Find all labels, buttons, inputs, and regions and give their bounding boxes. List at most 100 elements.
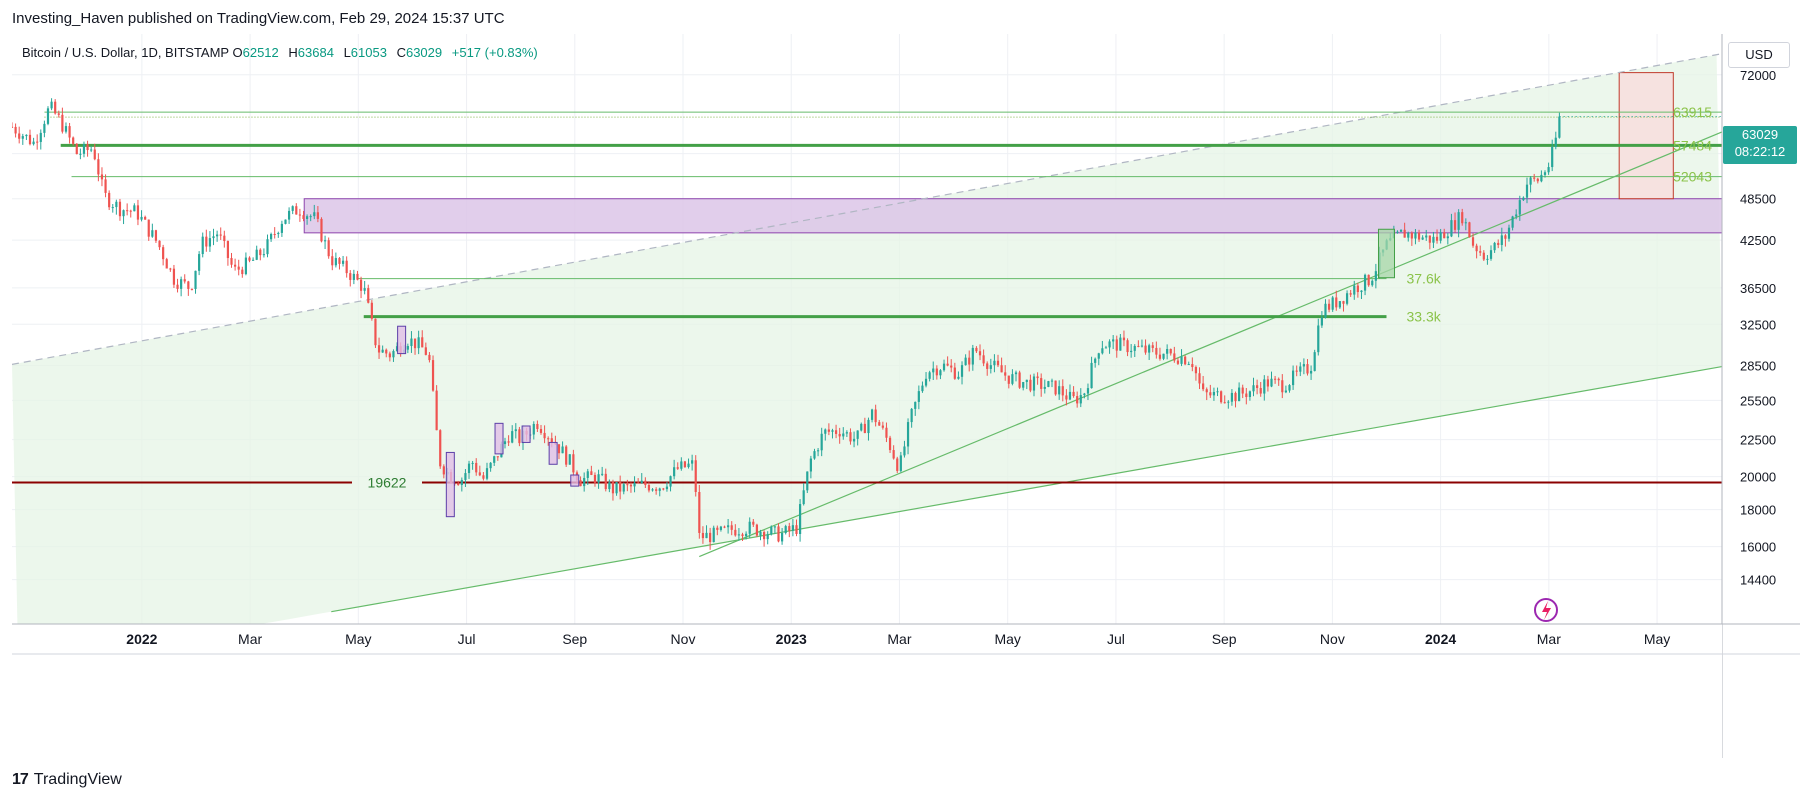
lightning-icon[interactable] <box>1534 598 1558 622</box>
candle-body <box>1083 393 1086 396</box>
currency-button[interactable]: USD <box>1728 42 1790 68</box>
candle-body <box>1345 293 1349 304</box>
candle-body <box>21 136 24 139</box>
candle-body <box>97 159 100 175</box>
candle-body <box>1342 301 1345 304</box>
time-tick-label: 2024 <box>1425 631 1456 647</box>
candle-body <box>615 482 618 494</box>
candle-body <box>1547 167 1550 173</box>
candle-body <box>1468 222 1471 238</box>
candle-body <box>86 144 89 151</box>
resistance-zone <box>303 198 1723 234</box>
candle-body <box>269 234 273 240</box>
candle-body <box>1191 364 1194 368</box>
candle-body <box>784 526 787 534</box>
candle-body <box>244 257 248 275</box>
candle-body <box>622 484 625 492</box>
candle-body <box>43 123 46 133</box>
candle-body <box>216 234 219 237</box>
candle-body <box>1399 229 1403 232</box>
candle-body <box>935 368 938 376</box>
candle-body <box>662 488 665 490</box>
candle-body <box>1428 235 1431 243</box>
candle-body <box>68 126 71 138</box>
candle-body <box>583 477 586 487</box>
candle-body <box>921 385 924 392</box>
candle-body <box>295 206 298 215</box>
candle-body <box>467 463 471 474</box>
candle-body <box>813 451 816 459</box>
candle-body <box>647 485 651 491</box>
candle-body <box>1374 271 1377 281</box>
candle-body <box>1475 245 1478 252</box>
candle-body <box>1479 251 1482 253</box>
candle-body <box>25 134 28 137</box>
candle-body <box>79 153 82 155</box>
candle-body <box>518 429 521 444</box>
support-trendline-steep <box>699 131 1723 558</box>
candle-body <box>1166 348 1169 354</box>
candle-body <box>14 126 17 134</box>
candle-body <box>1216 391 1219 393</box>
support-trendline-long <box>331 365 1723 613</box>
candle-body <box>57 113 60 115</box>
candle-body <box>514 429 517 432</box>
highlighted-candle <box>397 325 407 355</box>
candle-body <box>1025 379 1028 383</box>
candle-body <box>1507 227 1511 239</box>
candle-body <box>1482 252 1485 260</box>
candle-body <box>971 347 974 365</box>
candle-body <box>1432 236 1435 243</box>
candle-body <box>809 458 812 472</box>
time-tick-label: May <box>994 631 1020 647</box>
candle-body <box>1162 353 1165 359</box>
candle-body <box>1288 385 1291 391</box>
candle-body <box>1184 356 1187 365</box>
candle-body <box>46 108 50 124</box>
price-tick-label: 16000 <box>1740 540 1776 555</box>
candle-body <box>611 482 615 494</box>
candle-body <box>1223 402 1226 404</box>
candle-body <box>723 526 726 528</box>
candle-body <box>1417 232 1421 240</box>
candle-body <box>223 235 226 242</box>
candle-body <box>989 365 992 369</box>
price-tick-label: 48500 <box>1740 192 1776 207</box>
candle-body <box>1302 364 1305 367</box>
tradingview-brand[interactable]: 17 TradingView <box>12 771 122 789</box>
candle-body <box>691 460 694 464</box>
candle-body <box>1112 339 1115 342</box>
candle-body <box>968 357 971 365</box>
candle-body <box>806 471 809 491</box>
candle-body <box>601 473 604 475</box>
candle-body <box>1324 303 1327 318</box>
candle-body <box>1551 146 1554 168</box>
candle-body <box>752 521 755 525</box>
candle-body <box>960 365 964 377</box>
low-label: L <box>343 45 351 60</box>
price-tick-label: 20000 <box>1740 470 1776 485</box>
candle-body <box>1018 372 1021 388</box>
candle-body <box>1446 236 1449 239</box>
candle-body <box>608 482 611 490</box>
candle-body <box>287 210 291 220</box>
candle-body <box>180 279 183 289</box>
candle-body <box>777 526 780 542</box>
candle-body <box>550 438 553 443</box>
candle-body <box>788 526 791 531</box>
candle-body <box>1356 285 1359 293</box>
candle-body <box>136 205 140 220</box>
candle-body <box>881 425 884 428</box>
candle-body <box>1353 285 1356 295</box>
drawing-lines <box>11 53 1723 613</box>
candle-body <box>1515 214 1518 217</box>
candle-body <box>309 216 312 218</box>
candle-body <box>629 484 633 487</box>
candle-body <box>1435 236 1439 241</box>
candle-body <box>302 215 305 219</box>
candle-body <box>669 476 672 487</box>
candle-body <box>1263 379 1266 394</box>
candle-body <box>118 201 122 217</box>
